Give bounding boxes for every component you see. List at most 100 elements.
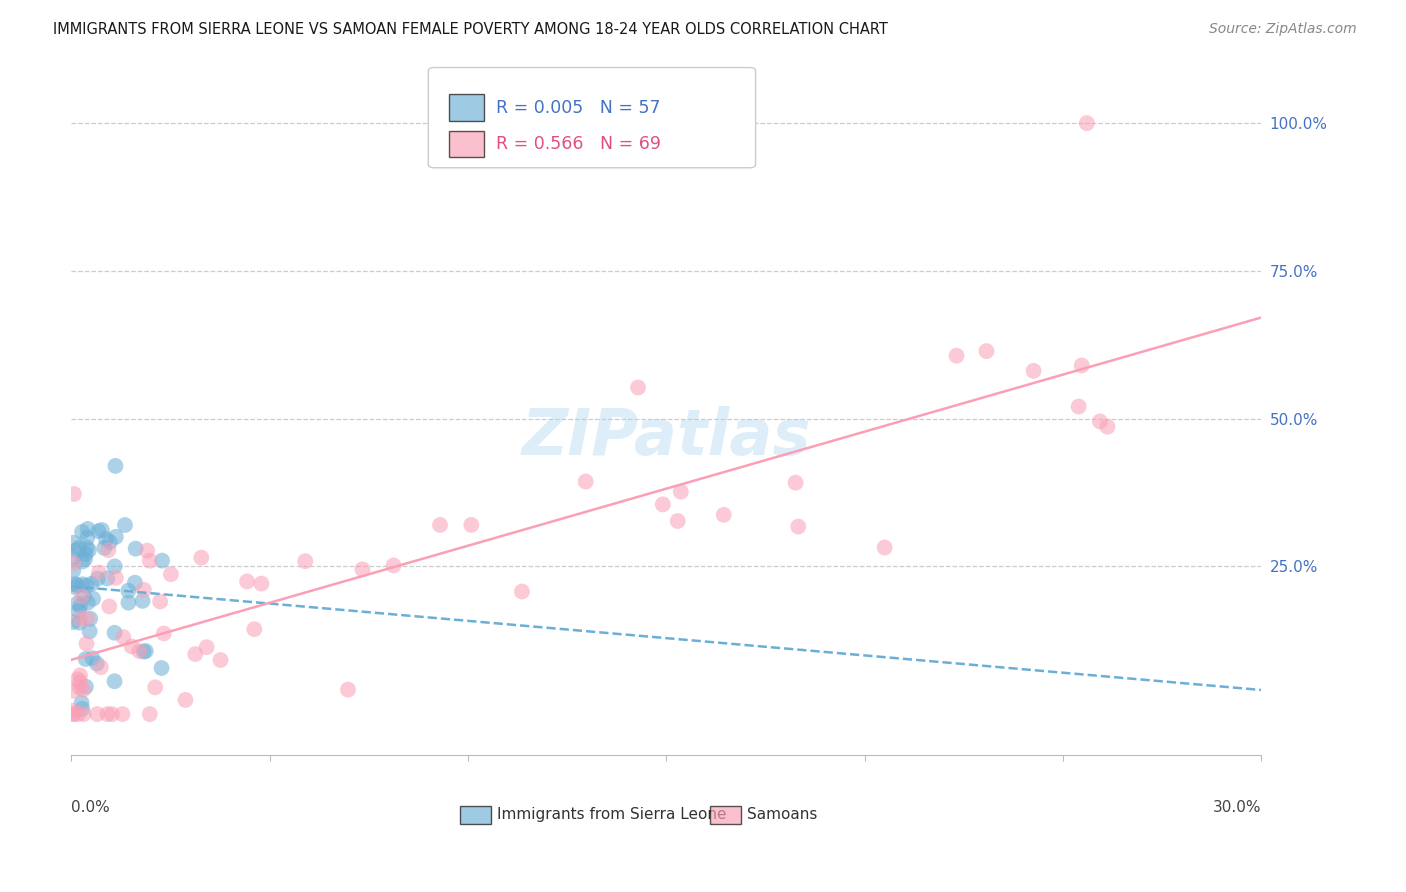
Point <box>117 596 139 610</box>
Point <box>63 580 86 594</box>
Point <box>66 542 89 557</box>
Point <box>76 612 98 626</box>
Point <box>62 615 84 629</box>
Point <box>77 543 100 558</box>
Point <box>94 532 117 546</box>
Point <box>75 652 97 666</box>
Point <box>66 707 89 722</box>
Point <box>76 637 98 651</box>
Point <box>135 644 157 658</box>
Point <box>101 707 124 722</box>
Point <box>70 696 93 710</box>
Point <box>352 562 374 576</box>
Point <box>1076 116 1098 130</box>
Point <box>72 702 94 716</box>
Point <box>75 578 97 592</box>
Point <box>124 541 146 556</box>
Text: ZIPatlas: ZIPatlas <box>522 407 811 468</box>
FancyBboxPatch shape <box>710 806 741 824</box>
Text: Source: ZipAtlas.com: Source: ZipAtlas.com <box>1209 22 1357 37</box>
Point <box>976 344 998 359</box>
Point <box>62 704 84 718</box>
Point <box>62 550 84 565</box>
Point <box>67 615 90 630</box>
Point <box>76 596 98 610</box>
Point <box>243 622 266 636</box>
Point <box>76 541 98 555</box>
Point <box>97 543 120 558</box>
Point <box>66 578 89 592</box>
Point <box>70 524 93 539</box>
Point <box>945 349 967 363</box>
Point <box>69 599 91 614</box>
Point <box>70 590 93 604</box>
Point <box>131 594 153 608</box>
Point <box>236 574 259 589</box>
Point <box>153 626 176 640</box>
Point <box>139 707 162 722</box>
Point <box>132 582 155 597</box>
Point <box>63 487 86 501</box>
Point <box>62 564 84 578</box>
Point <box>149 594 172 608</box>
Point <box>104 458 127 473</box>
Point <box>873 541 896 555</box>
Point <box>104 571 127 585</box>
Point <box>86 657 108 671</box>
Point <box>79 612 101 626</box>
FancyBboxPatch shape <box>449 131 484 157</box>
Point <box>72 682 94 697</box>
Point <box>174 693 197 707</box>
Point <box>79 624 101 639</box>
FancyBboxPatch shape <box>460 806 491 824</box>
Text: Immigrants from Sierra Leone: Immigrants from Sierra Leone <box>498 806 727 822</box>
Point <box>90 523 112 537</box>
Point <box>1070 359 1092 373</box>
Point <box>150 553 173 567</box>
Point <box>627 380 650 394</box>
Point <box>651 497 673 511</box>
Point <box>114 518 136 533</box>
Point <box>510 584 533 599</box>
Point <box>98 535 121 549</box>
Point <box>112 630 135 644</box>
Point <box>73 552 96 566</box>
Point <box>86 572 108 586</box>
Point <box>96 707 118 722</box>
Point <box>1097 419 1119 434</box>
Point <box>111 707 134 722</box>
Point <box>150 661 173 675</box>
Point <box>209 653 232 667</box>
Point <box>66 673 89 687</box>
Point <box>73 589 96 603</box>
Text: R = 0.005   N = 57: R = 0.005 N = 57 <box>496 99 661 117</box>
Point <box>72 577 94 591</box>
Text: 30.0%: 30.0% <box>1213 800 1261 815</box>
Point <box>136 543 159 558</box>
Point <box>117 583 139 598</box>
Point <box>93 541 115 555</box>
Point <box>62 536 84 550</box>
Point <box>785 475 807 490</box>
Point <box>82 591 104 606</box>
Point <box>104 559 127 574</box>
Point <box>87 566 110 580</box>
Point <box>87 524 110 538</box>
Point <box>184 647 207 661</box>
Text: R = 0.566   N = 69: R = 0.566 N = 69 <box>496 136 661 153</box>
Point <box>669 484 692 499</box>
Point <box>98 599 121 614</box>
Point <box>337 682 360 697</box>
Point <box>139 554 162 568</box>
Point <box>294 554 316 568</box>
Point <box>382 558 405 573</box>
Point <box>160 567 183 582</box>
Point <box>429 518 451 533</box>
Point <box>69 668 91 682</box>
Text: Samoans: Samoans <box>747 806 818 822</box>
Point <box>195 640 218 655</box>
Point <box>62 707 84 722</box>
Point <box>86 707 108 722</box>
FancyBboxPatch shape <box>449 95 484 120</box>
Point <box>67 604 90 618</box>
